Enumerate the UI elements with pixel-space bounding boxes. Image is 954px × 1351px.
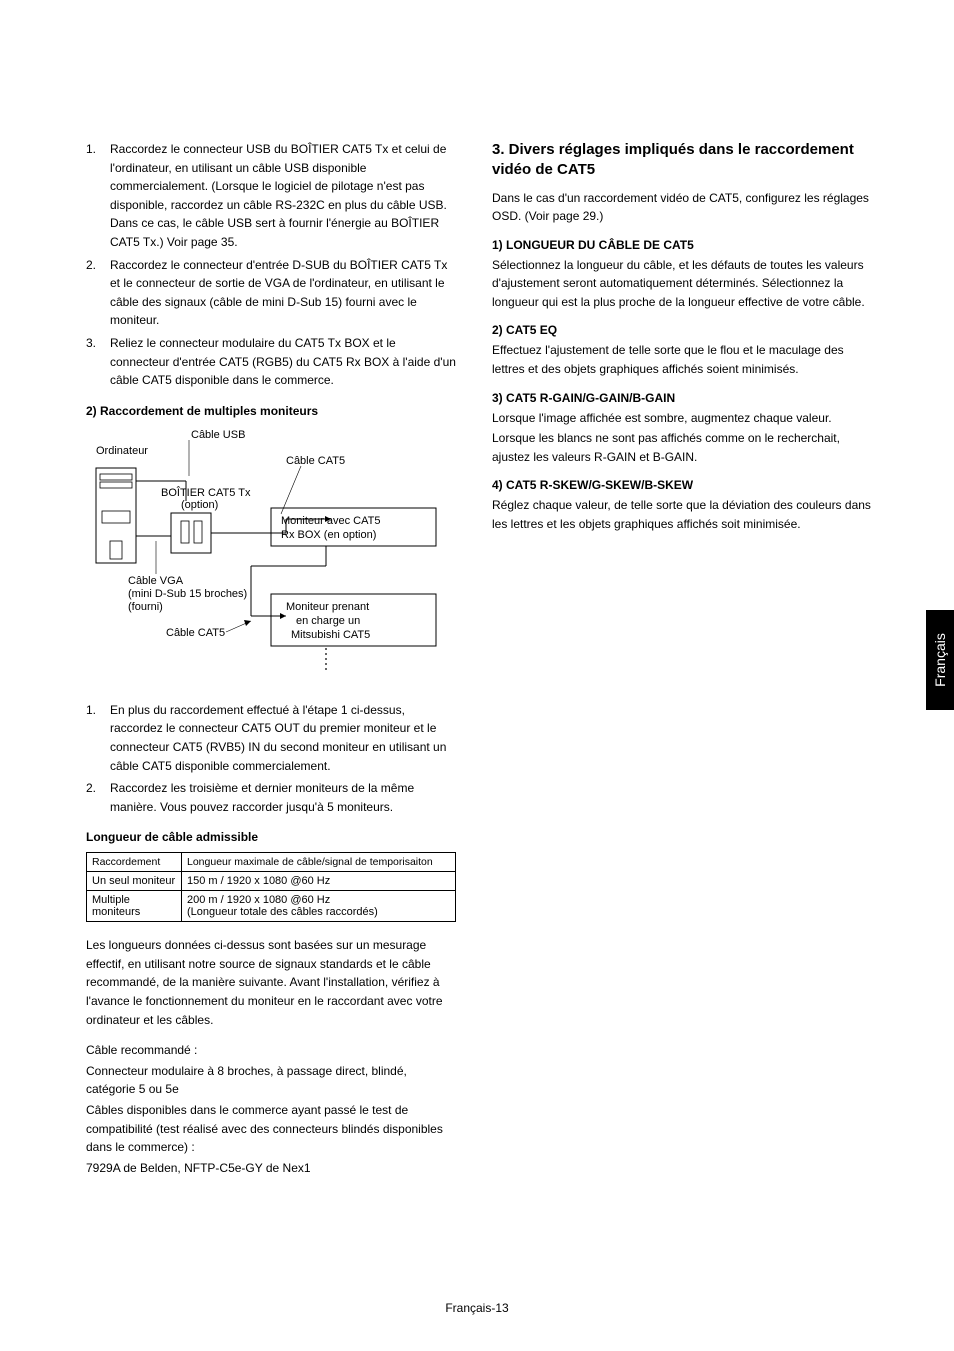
list1-item-2: 2. Raccordez le connecteur d'entrée D-SU…	[86, 256, 456, 330]
left-column: 1. Raccordez le connecteur USB du BOÎTIE…	[86, 140, 456, 1189]
list2-item-1: 1. En plus du raccordement effectué à l'…	[86, 701, 456, 775]
table-r2c2: 200 m / 1920 x 1080 @60 Hz (Longueur tot…	[182, 891, 456, 922]
page-footer: Français-13	[0, 1301, 954, 1315]
list1-txt-1: Raccordez le connecteur USB du BOÎTIER C…	[110, 140, 456, 252]
table-r2c1: Multiple moniteurs	[87, 891, 182, 922]
s3-heading: 3) CAT5 R-GAIN/G-GAIN/B-GAIN	[492, 391, 872, 405]
diag-label-mon2c: Mitsubishi CAT5	[291, 629, 370, 641]
table-r2c2b: (Longueur totale des câbles raccordés)	[187, 906, 378, 918]
diag-label-usb: Câble USB	[191, 429, 245, 441]
table-r1c2: 150 m / 1920 x 1080 @60 Hz	[182, 872, 456, 891]
list2-txt-1: En plus du raccordement effectué à l'éta…	[110, 701, 456, 775]
language-tab: Français	[926, 610, 954, 710]
section-3-title: 3. Divers réglages impliqués dans le rac…	[492, 140, 872, 181]
procedure-list-2: 1. En plus du raccordement effectué à l'…	[86, 701, 456, 817]
s3-text1: Lorsque l'image affichée est sombre, aug…	[492, 409, 872, 428]
cable-length-table: Raccordement Longueur maximale de câble/…	[86, 852, 456, 922]
list1-num-1: 1.	[86, 140, 110, 252]
s2-text: Effectuez l'ajustement de telle sorte qu…	[492, 341, 872, 378]
diag-label-mon2a: Moniteur prenant	[286, 601, 369, 613]
table-r1c1: Un seul moniteur	[87, 872, 182, 891]
list2-num-1: 1.	[86, 701, 110, 775]
list1-num-3: 3.	[86, 334, 110, 390]
table-h1: Raccordement	[87, 853, 182, 872]
language-tab-label: Français	[932, 633, 948, 687]
procedure-list-1: 1. Raccordez le connecteur USB du BOÎTIE…	[86, 140, 456, 390]
para-5: 7929A de Belden, NFTP-C5e-GY de Nex1	[86, 1159, 456, 1178]
diag-label-ordinateur: Ordinateur	[96, 445, 148, 457]
table-heading: Longueur de câble admissible	[86, 830, 456, 844]
list2-item-2: 2. Raccordez les troisième et dernier mo…	[86, 779, 456, 816]
table-h2: Longueur maximale de câble/signal de tem…	[182, 853, 456, 872]
main-columns: 1. Raccordez le connecteur USB du BOÎTIE…	[86, 140, 884, 1189]
diag-label-mon1b: Rx BOX (en option)	[281, 529, 376, 541]
s2-heading: 2) CAT5 EQ	[492, 323, 872, 337]
section-3-intro: Dans le cas d'un raccordement vidéo de C…	[492, 189, 872, 226]
s1-text: Sélectionnez la longueur du câble, et le…	[492, 256, 872, 312]
list1-txt-2: Raccordez le connecteur d'entrée D-SUB d…	[110, 256, 456, 330]
diag-label-mon2b: en charge un	[296, 615, 360, 627]
diag-label-boitier2: (option)	[181, 499, 218, 511]
connection-diagram: Câble USB Ordinateur Câble CAT5 BOÎTIER …	[86, 426, 446, 686]
diag-boitier-icon	[171, 513, 211, 553]
list2-num-2: 2.	[86, 779, 110, 816]
diag-label-vga3: (fourni)	[128, 601, 163, 613]
s4-text: Réglez chaque valeur, de telle sorte que…	[492, 496, 872, 533]
right-column: 3. Divers réglages impliqués dans le rac…	[492, 140, 872, 1189]
s1-heading: 1) LONGUEUR DU CÂBLE DE CAT5	[492, 238, 872, 252]
heading-multiple-monitors: 2) Raccordement de multiples moniteurs	[86, 404, 456, 418]
diag-label-mon1a: Moniteur avec CAT5	[281, 515, 380, 527]
s4-heading: 4) CAT5 R-SKEW/G-SKEW/B-SKEW	[492, 478, 872, 492]
para-3: Connecteur modulaire à 8 broches, à pass…	[86, 1062, 456, 1099]
list1-num-2: 2.	[86, 256, 110, 330]
diag-label-cat5: Câble CAT5	[286, 455, 345, 467]
diag-label-boitier1: BOÎTIER CAT5 Tx	[161, 486, 251, 499]
para-1: Les longueurs données ci-dessus sont bas…	[86, 936, 456, 1029]
list1-txt-3: Reliez le connecteur modulaire du CAT5 T…	[110, 334, 456, 390]
list1-item-1: 1. Raccordez le connecteur USB du BOÎTIE…	[86, 140, 456, 252]
diag-label-vga1: Câble VGA	[128, 575, 184, 587]
list2-txt-2: Raccordez les troisième et dernier monit…	[110, 779, 456, 816]
table-r2c2a: 200 m / 1920 x 1080 @60 Hz	[187, 894, 330, 906]
para-2: Câble recommandé :	[86, 1041, 456, 1060]
para-4: Câbles disponibles dans le commerce ayan…	[86, 1101, 456, 1157]
diag-label-cat5b: Câble CAT5	[166, 627, 225, 639]
s3-text2: Lorsque les blancs ne sont pas affichés …	[492, 429, 872, 466]
list1-item-3: 3. Reliez le connecteur modulaire du CAT…	[86, 334, 456, 390]
diag-label-vga2: (mini D-Sub 15 broches)	[128, 588, 247, 600]
